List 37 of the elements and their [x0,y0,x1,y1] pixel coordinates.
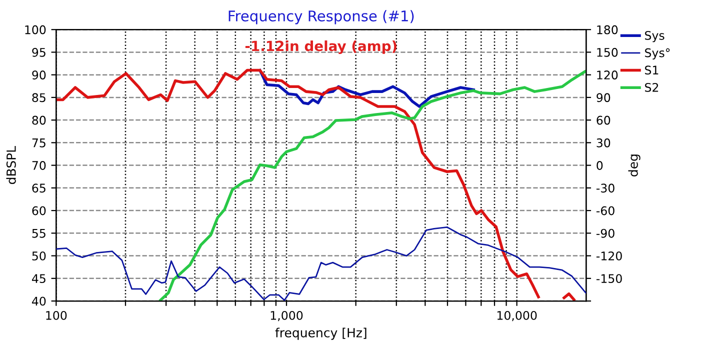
y2-tick-label: 150 [597,48,618,57]
y-tick-label: 60 [32,206,46,216]
x-tick-label: 100 [46,310,67,320]
y-tick-label: 65 [32,184,46,193]
y2-tick-label: -90 [596,228,614,238]
legend-label: S2 [645,82,658,92]
y-tick-label: 85 [32,93,46,102]
y2-tick-label: 120 [597,70,618,80]
y-tick-label: 90 [32,70,46,80]
x-tick-label: 1,000 [270,310,303,322]
chart-title: Frequency Response (#1) [228,10,414,24]
y2-axis-title: deg [628,154,640,176]
y2-tick-label: -120 [596,252,622,260]
y-tick-label: 70 [32,161,46,170]
legend-label: Sys° [645,48,670,60]
y2-tick-label: -30 [596,184,614,193]
y-tick-label: 45 [32,274,46,284]
legend-label: Sys [645,30,664,42]
y-tick-label: 95 [32,48,46,57]
y-tick-label: 55 [32,229,46,238]
x-tick-label: 10,000 [497,310,537,322]
annotation: -1.12in delay (amp) [245,40,396,54]
y2-tick-label: 30 [596,138,610,148]
legend-label: S1 [645,66,658,75]
y-tick-label: 40 [32,296,46,306]
y2-tick-label: -150 [596,274,622,284]
y2-tick-label: 0 [596,161,603,170]
x-axis-title: frequency [Hz] [275,328,366,340]
y-tick-label: 50 [32,252,46,260]
y2-tick-label: 90 [596,93,610,102]
y-axis-title: dBSPL [6,146,16,184]
y2-tick-label: -60 [596,206,614,216]
y-tick-label: 75 [32,138,46,148]
y2-tick-label: 180 [597,25,618,34]
y-tick-label: 80 [32,116,46,125]
y-tick-label: 100 [25,25,46,34]
y2-tick-label: 60 [596,116,610,125]
